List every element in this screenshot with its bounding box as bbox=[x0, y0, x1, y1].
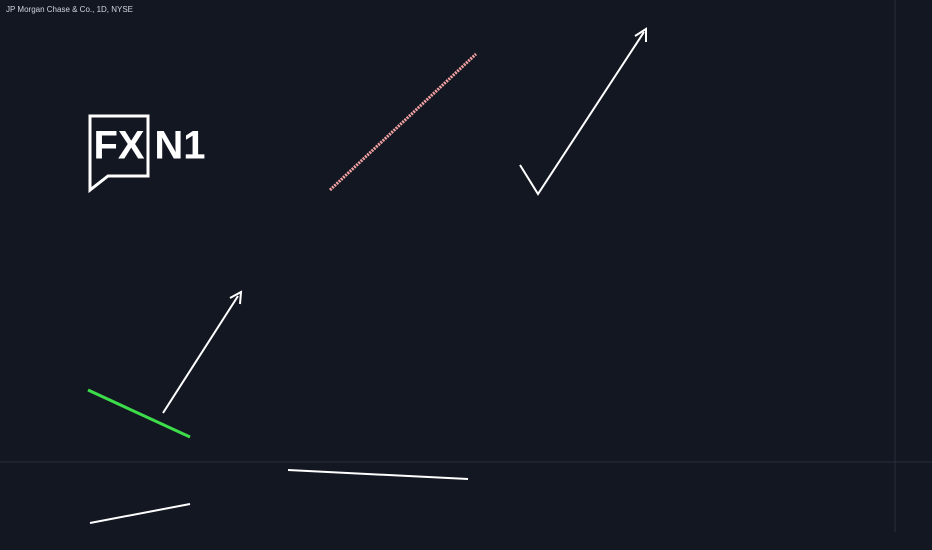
arrow bbox=[162, 295, 239, 414]
arrow-head bbox=[229, 290, 243, 305]
logo-frame bbox=[88, 114, 150, 194]
arrow-head bbox=[634, 27, 647, 42]
trend-line bbox=[87, 388, 191, 439]
osc-trend-line bbox=[287, 469, 469, 480]
osc-trend-line bbox=[89, 503, 191, 524]
logo-text: FX bbox=[93, 124, 144, 168]
logo: FX N1 bbox=[88, 114, 206, 194]
chart-title: JP Morgan Chase & Co., 1D, NYSE bbox=[6, 5, 133, 14]
arrow bbox=[519, 31, 645, 196]
logo-text: N1 bbox=[154, 124, 205, 168]
trend-line bbox=[328, 52, 478, 192]
